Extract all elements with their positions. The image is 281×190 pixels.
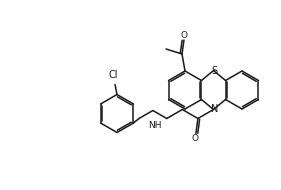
Text: N: N [211, 105, 218, 115]
Text: O: O [180, 31, 187, 40]
Text: NH: NH [148, 121, 162, 131]
Text: O: O [191, 134, 198, 143]
Text: S: S [211, 66, 217, 75]
Text: Cl: Cl [108, 70, 118, 81]
